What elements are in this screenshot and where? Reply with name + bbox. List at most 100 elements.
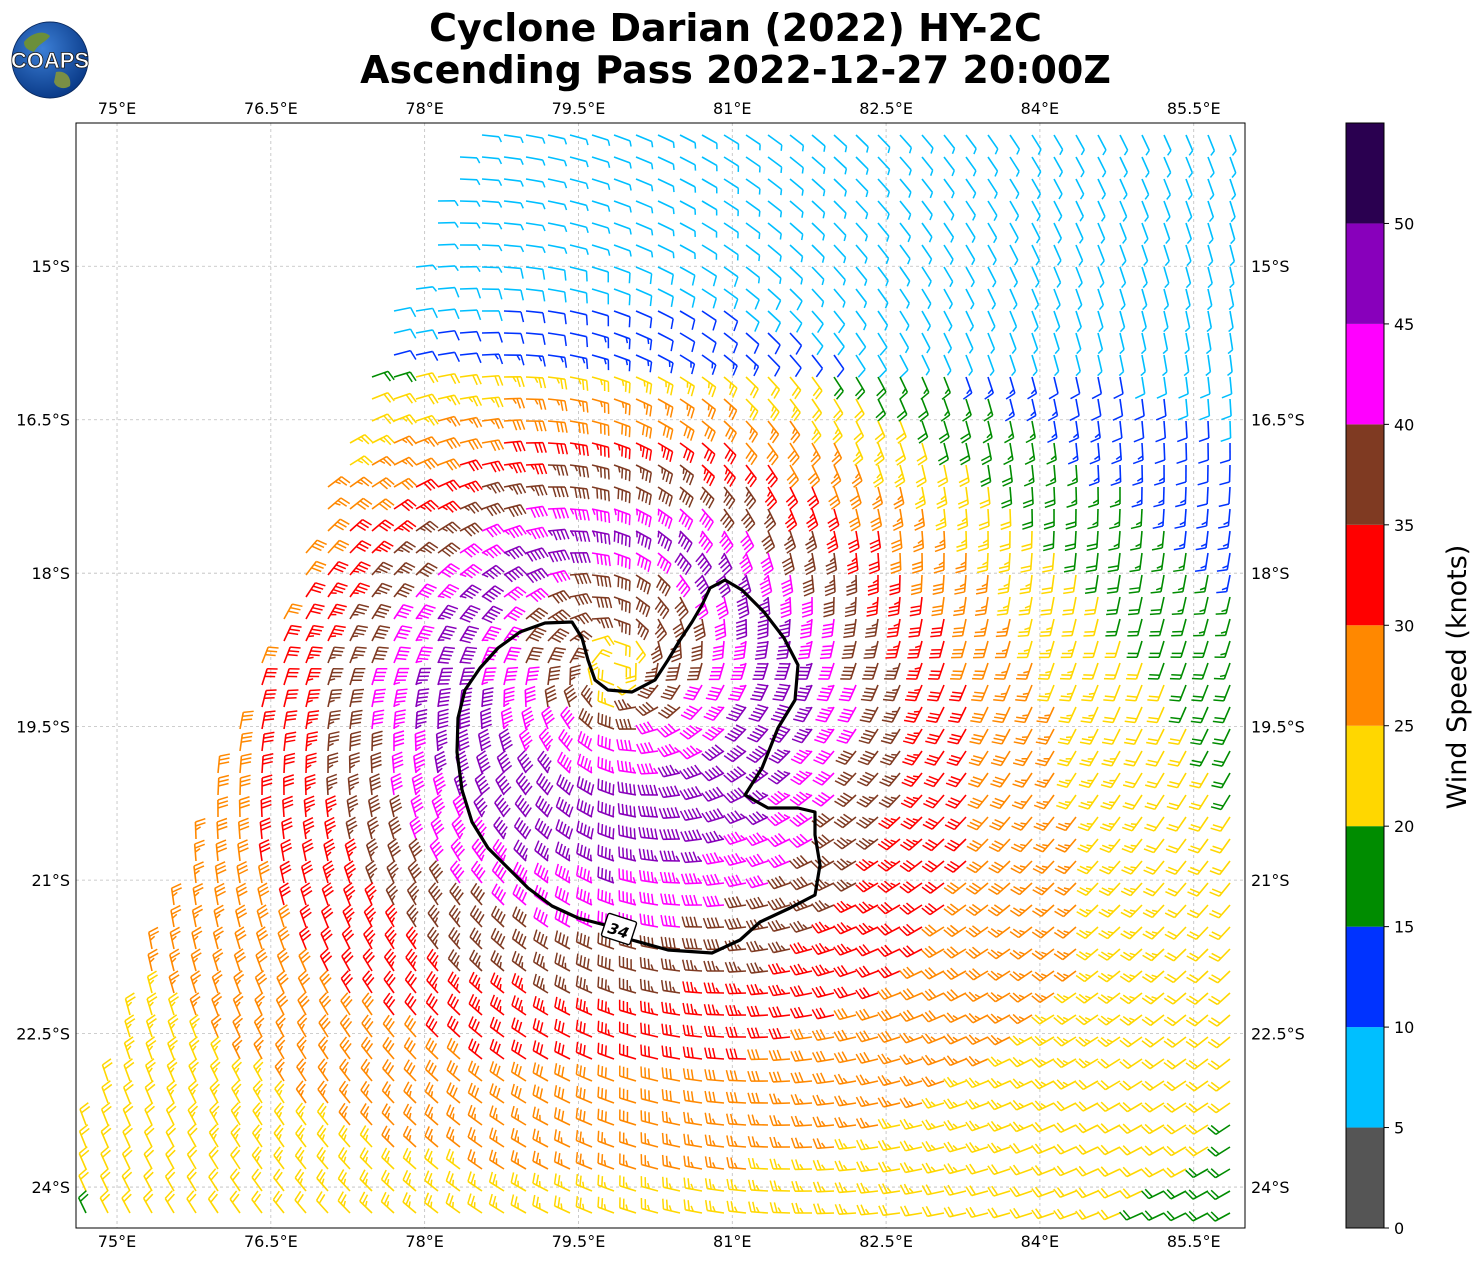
- x-tick-label: 84°E: [1021, 99, 1059, 118]
- wind-barb: [1207, 1058, 1231, 1071]
- wind-barb: [1000, 508, 1012, 531]
- wind-barb: [1075, 1187, 1099, 1199]
- wind-barb: [613, 156, 632, 169]
- wind-barb: [891, 530, 903, 553]
- wind-barb: [899, 1140, 923, 1152]
- wind-barb: [1009, 1207, 1033, 1219]
- wind-barb: [283, 774, 295, 796]
- wind-barb: [1037, 684, 1055, 702]
- wind-barb: [283, 689, 299, 708]
- wind-barb: [1130, 530, 1143, 551]
- wind-barb: [382, 1014, 395, 1038]
- wind-barb: [1194, 552, 1209, 572]
- wind-barb: [1031, 222, 1041, 244]
- wind-barb: [187, 1124, 198, 1148]
- wind-barb: [1101, 750, 1121, 767]
- wind-barb: [613, 699, 637, 711]
- wind-barb: [966, 860, 989, 874]
- wind-barb: [1146, 706, 1165, 724]
- wind-barb: [503, 266, 524, 279]
- wind-barb: [591, 244, 611, 256]
- wind-barb: [1119, 1145, 1143, 1156]
- wind-barb: [459, 522, 483, 537]
- wind-barb: [1192, 640, 1209, 658]
- wind-barb: [640, 1154, 659, 1170]
- wind-barb: [1104, 640, 1121, 659]
- wind-barb: [1011, 794, 1033, 810]
- wind-barb: [493, 816, 508, 840]
- wind-barb: [1025, 420, 1036, 444]
- wind-barb: [724, 961, 747, 973]
- wind-barb: [943, 288, 953, 310]
- wind-barb: [811, 900, 835, 913]
- wind-barb: [701, 266, 718, 287]
- wind-barb: [569, 442, 589, 457]
- wind-barb: [723, 332, 739, 354]
- wind-barb: [949, 684, 967, 702]
- wind-barb: [1167, 772, 1187, 789]
- wind-barb: [921, 988, 945, 1002]
- wind-barb: [560, 706, 575, 730]
- wind-barb: [1168, 706, 1187, 724]
- wind-barb: [921, 881, 945, 894]
- wind-barb: [987, 354, 995, 376]
- wind-barb: [1053, 1187, 1077, 1198]
- wind-barb: [853, 420, 865, 444]
- wind-barb: [823, 596, 835, 618]
- wind-barb: [525, 376, 547, 389]
- wind-barb: [1205, 354, 1212, 377]
- wind-barb: [1198, 420, 1210, 443]
- wind-barb: [467, 1149, 483, 1170]
- wind-barb: [657, 266, 674, 285]
- wind-barb: [1207, 1124, 1231, 1136]
- wind-barb: [699, 508, 714, 532]
- wind-barb: [459, 646, 478, 664]
- wind-barb: [393, 730, 405, 752]
- wind-barb: [921, 860, 945, 873]
- wind-barb: [855, 922, 879, 936]
- wind-barb: [437, 221, 459, 228]
- wind-barb: [956, 530, 968, 552]
- wind-barb: [1186, 948, 1209, 962]
- wind-barb: [704, 1178, 725, 1192]
- wind-barb: [235, 882, 248, 906]
- wind-barb: [503, 646, 522, 664]
- wind-barb: [371, 625, 391, 642]
- wind-barb: [1109, 486, 1121, 508]
- wind-barb: [613, 398, 631, 416]
- wind-barb: [990, 750, 1011, 767]
- wind-barb: [1148, 640, 1165, 659]
- wind-barb: [252, 1102, 263, 1126]
- wind-barb: [656, 574, 671, 597]
- wind-barb: [1213, 662, 1231, 680]
- wind-barb: [591, 222, 611, 234]
- wind-barb: [904, 684, 923, 702]
- wind-barb: [1009, 1099, 1033, 1111]
- wind-barb: [1119, 222, 1127, 244]
- wind-barb: [972, 662, 989, 680]
- wind-barb: [437, 372, 461, 385]
- wind-barb: [1119, 266, 1127, 289]
- wind-barb: [191, 926, 203, 950]
- wind-barb: [833, 879, 857, 892]
- wind-barb: [899, 1032, 923, 1044]
- wind-barb: [1075, 222, 1084, 244]
- wind-barb: [1185, 1102, 1209, 1114]
- wind-barb: [253, 1014, 265, 1038]
- wind-barb: [364, 882, 377, 906]
- wind-barb: [683, 1177, 703, 1192]
- wind-barb: [1147, 662, 1165, 680]
- wind-barb: [449, 882, 464, 906]
- wind-barb: [745, 222, 761, 239]
- wind-barb: [532, 1018, 549, 1038]
- wind-barb: [1185, 178, 1193, 200]
- wind-barb: [899, 310, 910, 332]
- wind-barb: [992, 706, 1011, 724]
- wind-barb: [637, 784, 659, 796]
- wind-barb: [167, 992, 179, 1016]
- wind-barb: [121, 1190, 132, 1214]
- wind-barb: [789, 244, 804, 263]
- wind-barb: [446, 1037, 461, 1060]
- wind-barb: [591, 310, 610, 327]
- wind-barb: [415, 520, 439, 533]
